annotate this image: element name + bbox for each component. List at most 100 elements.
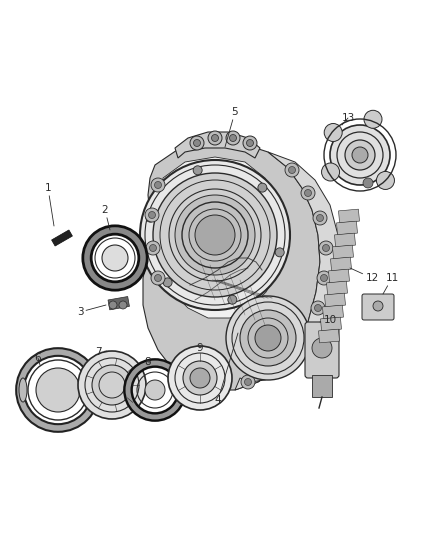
Text: 4: 4 — [215, 333, 238, 405]
Text: 9: 9 — [197, 343, 203, 353]
Ellipse shape — [313, 211, 327, 225]
Ellipse shape — [149, 245, 156, 252]
Ellipse shape — [321, 163, 339, 181]
Ellipse shape — [319, 241, 333, 255]
Text: 6: 6 — [35, 353, 41, 365]
Ellipse shape — [314, 304, 321, 311]
Ellipse shape — [155, 182, 162, 189]
Ellipse shape — [330, 125, 390, 185]
Ellipse shape — [311, 301, 325, 315]
Ellipse shape — [190, 136, 204, 150]
Ellipse shape — [230, 134, 237, 141]
Ellipse shape — [208, 131, 222, 145]
Bar — [328, 269, 350, 283]
Ellipse shape — [244, 378, 251, 385]
Ellipse shape — [155, 274, 162, 281]
Ellipse shape — [286, 351, 293, 359]
Bar — [339, 209, 360, 223]
Ellipse shape — [317, 214, 324, 222]
Ellipse shape — [321, 274, 328, 281]
Polygon shape — [52, 230, 72, 246]
Ellipse shape — [373, 301, 383, 311]
Text: 8: 8 — [145, 357, 151, 367]
Polygon shape — [143, 140, 320, 390]
Ellipse shape — [301, 186, 315, 200]
Ellipse shape — [153, 173, 277, 297]
Ellipse shape — [92, 365, 132, 405]
Ellipse shape — [102, 245, 128, 271]
Text: 10: 10 — [320, 315, 336, 325]
Ellipse shape — [146, 241, 160, 255]
Bar — [331, 257, 351, 271]
Ellipse shape — [363, 178, 373, 188]
Bar — [332, 245, 353, 259]
Ellipse shape — [304, 190, 311, 197]
Ellipse shape — [145, 208, 159, 222]
Ellipse shape — [299, 326, 313, 340]
FancyBboxPatch shape — [305, 322, 339, 378]
Ellipse shape — [195, 215, 235, 255]
Ellipse shape — [163, 278, 172, 287]
Ellipse shape — [226, 131, 240, 145]
Text: 11: 11 — [383, 273, 399, 294]
Ellipse shape — [78, 351, 146, 419]
Ellipse shape — [364, 110, 382, 128]
Ellipse shape — [168, 346, 232, 410]
Ellipse shape — [240, 310, 296, 366]
Polygon shape — [175, 132, 260, 158]
Ellipse shape — [266, 368, 273, 376]
Ellipse shape — [109, 301, 117, 309]
Text: 13: 13 — [341, 113, 355, 125]
Bar — [312, 375, 332, 397]
Ellipse shape — [352, 147, 368, 163]
Ellipse shape — [258, 183, 267, 192]
Ellipse shape — [145, 380, 165, 400]
Ellipse shape — [275, 248, 284, 257]
Ellipse shape — [190, 368, 210, 388]
Ellipse shape — [243, 136, 257, 150]
Text: 2: 2 — [102, 205, 110, 230]
Ellipse shape — [175, 195, 255, 275]
Ellipse shape — [345, 140, 375, 170]
Text: 1: 1 — [45, 183, 54, 226]
Ellipse shape — [140, 160, 290, 310]
Ellipse shape — [303, 329, 310, 336]
Ellipse shape — [285, 163, 299, 177]
Ellipse shape — [89, 378, 97, 402]
Ellipse shape — [324, 124, 342, 141]
Ellipse shape — [183, 361, 217, 395]
Bar — [326, 281, 347, 295]
Ellipse shape — [193, 166, 202, 175]
FancyBboxPatch shape — [362, 294, 394, 320]
Ellipse shape — [289, 166, 296, 174]
Ellipse shape — [312, 338, 332, 358]
Text: 12: 12 — [350, 268, 378, 283]
Ellipse shape — [119, 301, 127, 309]
Bar — [322, 305, 343, 319]
Polygon shape — [235, 152, 340, 390]
Bar — [325, 293, 346, 307]
Ellipse shape — [194, 140, 201, 147]
Bar — [336, 221, 357, 235]
Bar — [321, 317, 342, 331]
Ellipse shape — [19, 378, 27, 402]
Ellipse shape — [263, 365, 277, 379]
Ellipse shape — [247, 140, 254, 147]
Ellipse shape — [146, 213, 155, 222]
Ellipse shape — [255, 325, 281, 351]
Ellipse shape — [376, 172, 395, 189]
Ellipse shape — [226, 296, 310, 380]
Ellipse shape — [228, 295, 237, 304]
Ellipse shape — [283, 348, 297, 362]
Ellipse shape — [151, 271, 165, 285]
Ellipse shape — [148, 212, 155, 219]
Ellipse shape — [241, 375, 255, 389]
Bar — [108, 296, 130, 310]
Text: 5: 5 — [225, 107, 238, 147]
Ellipse shape — [36, 368, 80, 412]
Ellipse shape — [317, 271, 331, 285]
Text: 7: 7 — [95, 347, 107, 357]
Bar — [335, 233, 356, 247]
Ellipse shape — [151, 178, 165, 192]
Polygon shape — [158, 157, 284, 318]
